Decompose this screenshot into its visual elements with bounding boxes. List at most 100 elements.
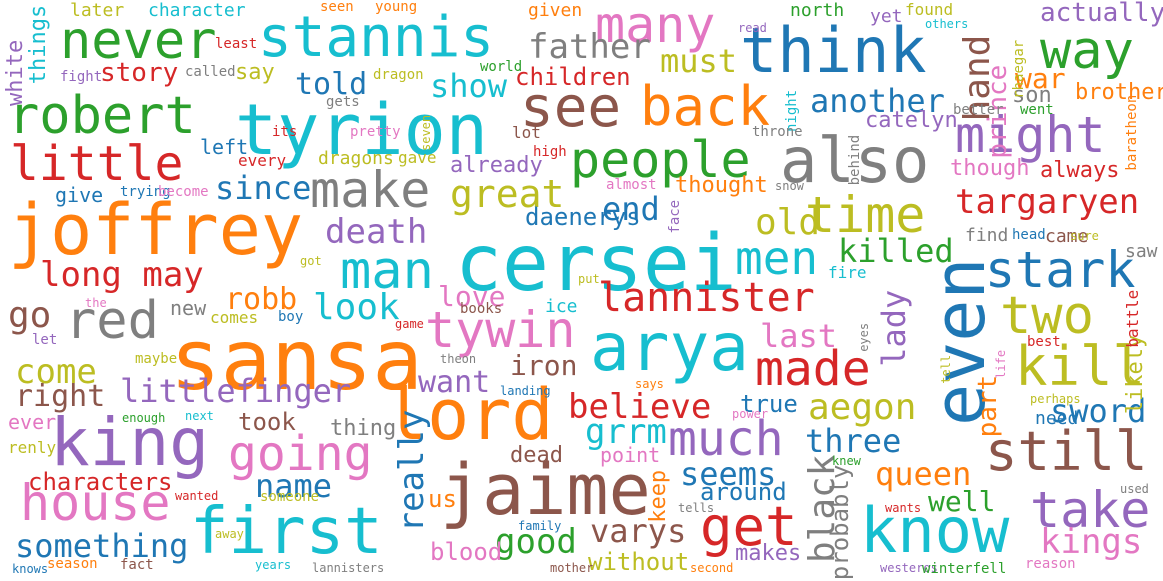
word-someone: someone <box>260 489 320 505</box>
word-believe: believe <box>568 387 712 427</box>
word-put: put <box>578 272 600 286</box>
word-still: still <box>985 420 1148 483</box>
word-enough: enough <box>122 411 166 425</box>
word-knew: knew <box>832 454 861 468</box>
word-gave: gave <box>398 148 437 167</box>
word-theon: theon <box>440 352 477 366</box>
word-littlefinger: littlefinger <box>120 372 352 410</box>
word-given: given <box>528 0 583 21</box>
word-really: really <box>392 409 432 533</box>
word-children: children <box>515 63 631 91</box>
word-little: little <box>10 136 184 192</box>
word-throne: throne <box>752 124 803 140</box>
word-man: man <box>340 241 434 301</box>
word-two: two <box>1000 286 1094 346</box>
word-game: game <box>395 317 424 331</box>
word-say: say <box>235 60 275 85</box>
word-fight: fight <box>60 69 103 85</box>
word-behind: behind <box>847 134 863 186</box>
word-seven: seven <box>419 114 433 151</box>
word-true: true <box>740 390 798 418</box>
word-cersei: cersei <box>455 219 737 309</box>
word-went: went <box>1020 102 1054 118</box>
word-its: its <box>272 124 298 140</box>
word-old: old <box>755 202 821 243</box>
word-found: found <box>905 0 954 19</box>
word-north: north <box>790 0 845 21</box>
word-people: people <box>570 131 751 189</box>
word-become: become <box>158 184 209 200</box>
word-every: every <box>238 151 287 170</box>
word-renly: renly <box>8 438 57 457</box>
word-maybe: maybe <box>135 351 178 367</box>
word-power: power <box>732 407 769 421</box>
word-going: going <box>228 426 373 482</box>
word-father: father <box>528 27 651 67</box>
word-best: best <box>1027 334 1061 350</box>
word-trying: trying <box>120 184 171 200</box>
word-get: get <box>700 495 798 558</box>
word-men: men <box>735 231 819 285</box>
word-dead: dead <box>510 443 563 468</box>
word-things: things <box>26 4 51 85</box>
word-came: came <box>1045 226 1089 247</box>
word-pretty: pretty <box>350 124 401 140</box>
word-take: take <box>1030 481 1151 539</box>
word-around: around <box>700 478 787 506</box>
word-battle: battle <box>1123 289 1142 348</box>
word-head: head <box>1012 227 1046 243</box>
word-lannister: lannister <box>598 275 815 321</box>
word-tyrion: tyrion <box>235 89 488 171</box>
word-need: need <box>1035 408 1079 429</box>
word-love: love <box>438 280 506 313</box>
word-want: want <box>418 365 491 400</box>
word-kill: kill <box>1015 335 1146 398</box>
word-queen: queen <box>875 455 972 493</box>
word-jaime: jaime <box>440 449 651 531</box>
word-point: point <box>600 443 661 467</box>
word-tywin: tywin <box>425 301 576 359</box>
word-white: white <box>3 39 28 106</box>
word-red: red <box>65 291 159 351</box>
word-seems: seems <box>680 455 777 493</box>
word-killed: killed <box>838 232 954 270</box>
word-ice: ice <box>545 296 578 317</box>
word-almost: almost <box>606 177 657 193</box>
word-sansa: sansa <box>170 311 423 409</box>
word-face: face <box>667 199 683 234</box>
word-many: many <box>595 0 716 54</box>
word-keep: keep <box>646 469 671 523</box>
word-king: king <box>50 404 209 481</box>
word-good: good <box>495 522 577 562</box>
word-told: told <box>295 67 368 102</box>
word-much: much <box>668 411 784 467</box>
word-thought: thought <box>675 173 768 198</box>
word-last: last <box>760 317 838 355</box>
word-already: already <box>450 153 543 178</box>
word-boy: boy <box>278 309 304 325</box>
word-always: always <box>1040 158 1120 183</box>
word-though: though <box>950 156 1030 181</box>
word-show: show <box>430 67 508 105</box>
word-comes: comes <box>210 308 259 327</box>
word-also: also <box>780 124 930 197</box>
word-left: left <box>200 135 249 159</box>
word-joffrey: joffrey <box>8 189 304 271</box>
word-come: come <box>15 352 97 392</box>
word-lady: lady <box>875 289 913 367</box>
word-probably: probably <box>826 464 854 581</box>
word-give: give <box>55 183 104 207</box>
word-knows: knows <box>12 562 49 576</box>
word-since: since <box>215 169 312 207</box>
word-baratheon: baratheon <box>1124 94 1140 171</box>
word-least: least <box>215 36 258 52</box>
word-got: got <box>300 254 322 268</box>
word-lannisters: lannisters <box>312 561 385 575</box>
word-second: second <box>690 561 734 575</box>
word-death: death <box>325 212 428 252</box>
word-house: house <box>20 474 171 532</box>
word-says: says <box>635 377 664 391</box>
word-see: see <box>520 75 622 140</box>
word-thing: thing <box>330 416 397 441</box>
